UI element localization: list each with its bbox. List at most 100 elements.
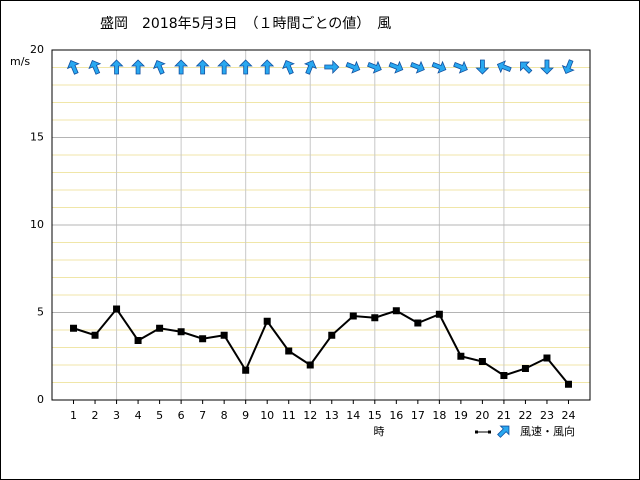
x-tick-label: 8 — [221, 409, 228, 422]
wind-arrow — [453, 60, 468, 74]
arrow-shape — [109, 59, 124, 75]
arrow-shape — [66, 60, 80, 75]
x-tick-label: 1 — [70, 409, 77, 422]
x-tick-label: 2 — [92, 409, 99, 422]
arrow-shape — [152, 60, 166, 75]
x-tick-label: 11 — [282, 409, 296, 422]
x-tick-label: 10 — [260, 409, 274, 422]
point — [220, 331, 228, 339]
point — [521, 365, 529, 372]
point — [543, 354, 551, 362]
wind-arrow — [367, 60, 382, 74]
point — [113, 305, 121, 313]
wind-arrow — [88, 60, 102, 75]
chart-title: 盛岡 2018年5月3日 （１時間ごとの値） 風 — [100, 16, 391, 32]
point — [91, 331, 99, 339]
point — [414, 319, 422, 327]
point — [199, 335, 207, 343]
x-axis-label: 時 — [374, 425, 385, 438]
y-axis-label: m/s — [10, 55, 30, 68]
y-tick-label: 0 — [37, 393, 44, 406]
legend-marker — [475, 430, 478, 434]
x-tick-label: 24 — [561, 409, 575, 422]
point — [349, 312, 357, 320]
x-tick-label: 22 — [518, 409, 532, 422]
y-tick-label: 5 — [37, 306, 44, 319]
x-tick-label: 14 — [346, 409, 360, 422]
arrow-shape — [88, 60, 102, 75]
legend-marker — [488, 430, 491, 434]
y-tick-label: 15 — [30, 131, 44, 144]
y-tick-label: 10 — [30, 218, 44, 231]
x-tick-label: 5 — [156, 409, 163, 422]
arrow-shape — [367, 60, 382, 74]
arrow-shape — [431, 60, 447, 74]
wind-arrow — [497, 425, 510, 438]
arrow-shape — [410, 60, 425, 74]
point — [156, 324, 164, 332]
wind-arrow — [131, 59, 146, 75]
x-tick-label: 6 — [178, 409, 185, 422]
wind-arrow — [282, 60, 295, 75]
wind-arrow — [539, 59, 554, 75]
arrow-shape — [304, 59, 317, 75]
wind-arrow — [345, 60, 361, 74]
x-tick-label: 9 — [242, 409, 249, 422]
wind-arrow — [431, 60, 447, 74]
x-tick-label: 15 — [368, 409, 382, 422]
wind-arrow — [260, 59, 275, 75]
x-tick-label: 20 — [475, 409, 489, 422]
x-tick-label: 4 — [135, 409, 142, 422]
x-tick-label: 16 — [389, 409, 403, 422]
wind-arrow — [561, 59, 575, 75]
arrow-shape — [497, 425, 510, 438]
x-tick-label: 21 — [497, 409, 511, 422]
x-tick-label: 3 — [113, 409, 120, 422]
point — [435, 310, 443, 318]
arrow-shape — [496, 60, 512, 74]
wind-arrow — [217, 59, 232, 75]
arrow-shape — [345, 60, 361, 74]
x-tick-label: 17 — [411, 409, 425, 422]
arrow-shape — [475, 59, 490, 75]
point — [371, 314, 379, 322]
point — [70, 324, 78, 332]
x-tick-label: 13 — [325, 409, 339, 422]
speed-line — [73, 307, 570, 385]
arrow-shape — [453, 60, 468, 74]
x-tick-label: 19 — [454, 409, 468, 422]
point — [263, 317, 271, 325]
wind-arrow — [152, 60, 166, 75]
arrow-shape — [388, 60, 404, 74]
wind-arrow — [304, 59, 317, 75]
arrow-shape — [260, 59, 275, 75]
legend-label: 風速・風向 — [520, 424, 575, 438]
wind-arrow — [109, 59, 124, 75]
x-tick-label: 7 — [199, 409, 206, 422]
wind-arrow — [195, 59, 210, 75]
wind-arrow — [238, 59, 253, 75]
wind-arrow — [475, 59, 490, 75]
x-tick-label: 18 — [432, 409, 446, 422]
y-tick-label: 20 — [30, 43, 44, 56]
point — [500, 372, 508, 379]
wind-arrow — [174, 59, 189, 75]
arrow-shape — [174, 59, 189, 75]
arrow-shape — [195, 59, 210, 75]
point — [392, 307, 400, 315]
wind-arrow — [496, 60, 512, 74]
wind-arrow — [66, 60, 80, 75]
x-tick-label: 23 — [540, 409, 554, 422]
point — [328, 331, 336, 339]
arrow-shape — [561, 59, 575, 75]
plot-frame — [51, 49, 591, 401]
point — [457, 352, 465, 360]
point — [134, 337, 142, 344]
arrow-shape — [217, 59, 232, 75]
point — [306, 361, 314, 369]
x-tick-label: 12 — [303, 409, 317, 422]
arrow-shape — [282, 60, 295, 75]
point — [285, 347, 293, 355]
point — [478, 358, 486, 365]
